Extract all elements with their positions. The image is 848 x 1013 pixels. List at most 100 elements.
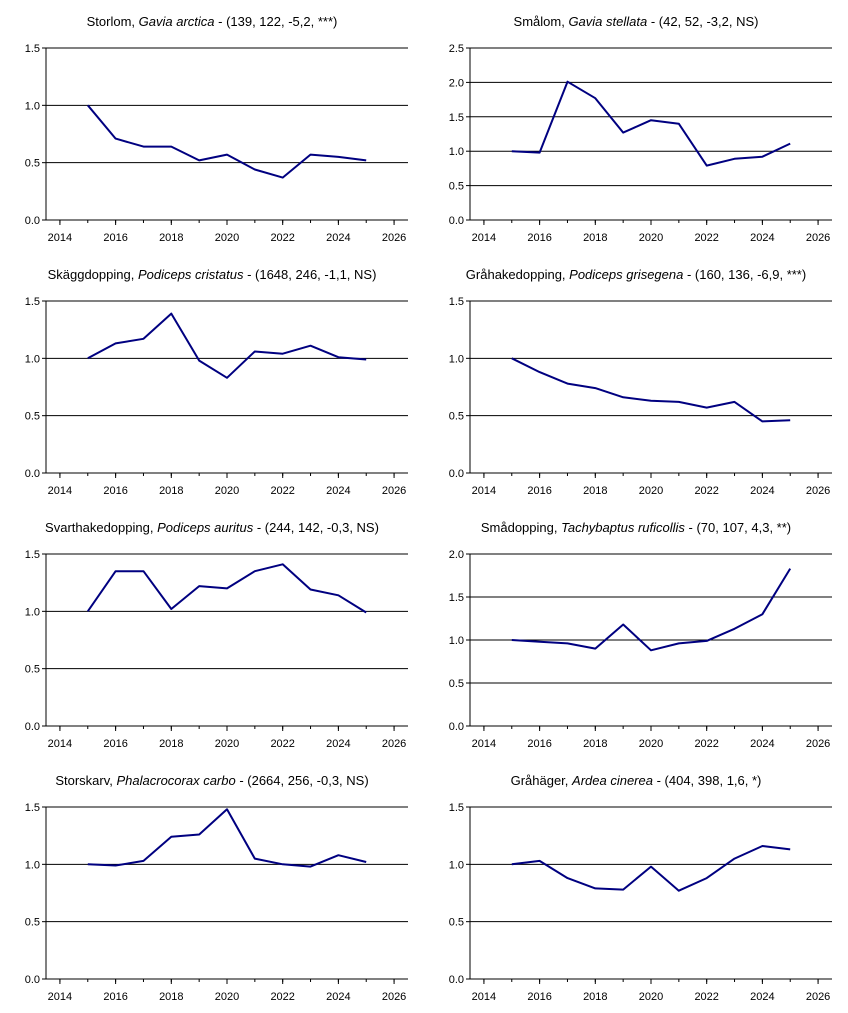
chart-panel: Smådopping, Tachybaptus ruficollis - (70… bbox=[424, 506, 848, 759]
x-tick-label: 2016 bbox=[527, 232, 551, 244]
x-tick-label: 2018 bbox=[159, 738, 183, 750]
data-point bbox=[170, 313, 172, 315]
x-tick-label: 2016 bbox=[103, 991, 127, 1003]
x-tick-label: 2026 bbox=[382, 738, 406, 750]
y-tick-label: 1.0 bbox=[449, 859, 464, 871]
data-point bbox=[254, 169, 256, 171]
series-line bbox=[87, 104, 367, 179]
chart-title-stats: - (70, 107, 4,3, **) bbox=[684, 520, 792, 535]
data-point bbox=[170, 836, 172, 838]
data-point bbox=[337, 356, 339, 358]
chart-title-common: Storskarv, bbox=[55, 773, 117, 788]
x-tick-label: 2014 bbox=[48, 485, 72, 497]
y-tick-label: 0.0 bbox=[25, 468, 40, 480]
chart-title: Smådopping, Tachybaptus ruficollis - (70… bbox=[424, 520, 848, 535]
x-tick-label: 2022 bbox=[694, 991, 718, 1003]
y-tick-label: 1.5 bbox=[449, 592, 464, 604]
x-tick-label: 2018 bbox=[583, 485, 607, 497]
y-tick-label: 0.5 bbox=[25, 158, 40, 170]
data-point bbox=[310, 589, 312, 591]
data-point bbox=[706, 165, 708, 167]
x-tick-label: 2014 bbox=[48, 991, 72, 1003]
x-tick-label: 2022 bbox=[270, 485, 294, 497]
y-tick-label: 1.5 bbox=[449, 112, 464, 124]
data-point bbox=[170, 608, 172, 610]
chart-title-stats: - (1648, 246, -1,1, NS) bbox=[243, 267, 377, 282]
chart-svg: 0.0 0.5 1.0 1.5 2014 2016 2018 2020 2022 2024 2026 bbox=[25, 549, 408, 750]
data-point bbox=[226, 808, 228, 810]
x-tick-label: 2026 bbox=[806, 485, 830, 497]
x-tick-label: 2020 bbox=[639, 485, 663, 497]
chart-title: Storlom, Gavia arctica - (139, 122, -5,2… bbox=[0, 14, 424, 29]
chart-title-latin: Podiceps auritus bbox=[157, 520, 254, 535]
x-tick-label: 2014 bbox=[48, 232, 72, 244]
x-tick-label: 2024 bbox=[326, 991, 350, 1003]
x-tick-label: 2026 bbox=[806, 738, 830, 750]
data-point bbox=[789, 848, 791, 850]
data-point bbox=[594, 648, 596, 650]
chart-panel: Smålom, Gavia stellata - (42, 52, -3,2, … bbox=[424, 0, 848, 253]
y-tick-label: 1.5 bbox=[25, 43, 40, 55]
x-tick-label: 2026 bbox=[382, 232, 406, 244]
series-line bbox=[87, 808, 367, 868]
chart-panel: Storskarv, Phalacrocorax carbo - (2664, … bbox=[0, 759, 424, 1012]
data-point bbox=[594, 97, 596, 99]
x-tick-label: 2018 bbox=[159, 991, 183, 1003]
y-tick-label: 1.5 bbox=[25, 802, 40, 814]
y-tick-label: 1.0 bbox=[25, 859, 40, 871]
data-point bbox=[115, 342, 117, 344]
chart-title: Gråhakedopping, Podiceps grisegena - (16… bbox=[424, 267, 848, 282]
chart-title-latin: Podiceps grisegena bbox=[569, 267, 684, 282]
chart-panel: Gråhäger, Ardea cinerea - (404, 398, 1,6… bbox=[424, 759, 848, 1012]
data-point bbox=[226, 377, 228, 379]
data-point bbox=[761, 845, 763, 847]
x-tick-label: 2022 bbox=[694, 232, 718, 244]
x-tick-label: 2014 bbox=[472, 485, 496, 497]
x-tick-label: 2026 bbox=[806, 232, 830, 244]
data-point bbox=[706, 640, 708, 642]
data-point bbox=[761, 613, 763, 615]
chart-title-common: Smådopping, bbox=[480, 520, 562, 535]
x-tick-label: 2024 bbox=[326, 738, 350, 750]
chart-svg: 0.0 0.5 1.0 1.5 2014 2016 2018 2020 2022 2024 2026 bbox=[449, 296, 832, 497]
data-point bbox=[282, 177, 284, 179]
chart-title-stats: - (160, 136, -6,9, ***) bbox=[683, 267, 807, 282]
y-tick-label: 0.5 bbox=[449, 181, 464, 193]
x-tick-label: 2024 bbox=[750, 738, 774, 750]
data-point bbox=[115, 138, 117, 140]
y-tick-label: 0.0 bbox=[25, 721, 40, 733]
chart-title-latin: Tachybaptus ruficollis bbox=[561, 520, 685, 535]
data-point bbox=[622, 624, 624, 626]
y-tick-label: 1.5 bbox=[25, 549, 40, 561]
chart-svg: 0.0 0.5 1.0 1.5 2014 2016 2018 2020 2022 2024 2026 bbox=[25, 802, 408, 1003]
x-tick-label: 2026 bbox=[382, 991, 406, 1003]
data-point bbox=[226, 587, 228, 589]
data-point bbox=[789, 143, 791, 145]
data-point bbox=[198, 159, 200, 161]
data-point bbox=[254, 570, 256, 572]
data-point bbox=[761, 156, 763, 158]
x-tick-label: 2022 bbox=[270, 738, 294, 750]
data-point bbox=[365, 861, 367, 863]
data-point bbox=[282, 863, 284, 865]
chart-title: Svarthakedopping, Podiceps auritus - (24… bbox=[0, 520, 424, 535]
data-point bbox=[142, 860, 144, 862]
chart-title-latin: Phalacrocorax carbo bbox=[116, 773, 236, 788]
x-tick-label: 2014 bbox=[472, 991, 496, 1003]
y-tick-label: 0.5 bbox=[449, 411, 464, 423]
x-tick-label: 2016 bbox=[527, 991, 551, 1003]
x-tick-label: 2020 bbox=[215, 738, 239, 750]
chart-title: Skäggdopping, Podiceps cristatus - (1648… bbox=[0, 267, 424, 282]
chart-title: Gråhäger, Ardea cinerea - (404, 398, 1,6… bbox=[424, 773, 848, 788]
y-tick-label: 0.5 bbox=[25, 917, 40, 929]
chart-svg: 0.0 0.5 1.0 1.5 2.0 2014 2016 2018 2020 2022 2024 2… bbox=[449, 549, 832, 750]
series-line bbox=[87, 312, 367, 379]
x-tick-label: 2020 bbox=[639, 738, 663, 750]
chart-title-common: Svarthakedopping, bbox=[45, 520, 158, 535]
data-point bbox=[226, 154, 228, 156]
y-tick-label: 1.5 bbox=[25, 296, 40, 308]
data-point bbox=[706, 407, 708, 409]
x-tick-label: 2022 bbox=[694, 738, 718, 750]
data-point bbox=[254, 858, 256, 860]
